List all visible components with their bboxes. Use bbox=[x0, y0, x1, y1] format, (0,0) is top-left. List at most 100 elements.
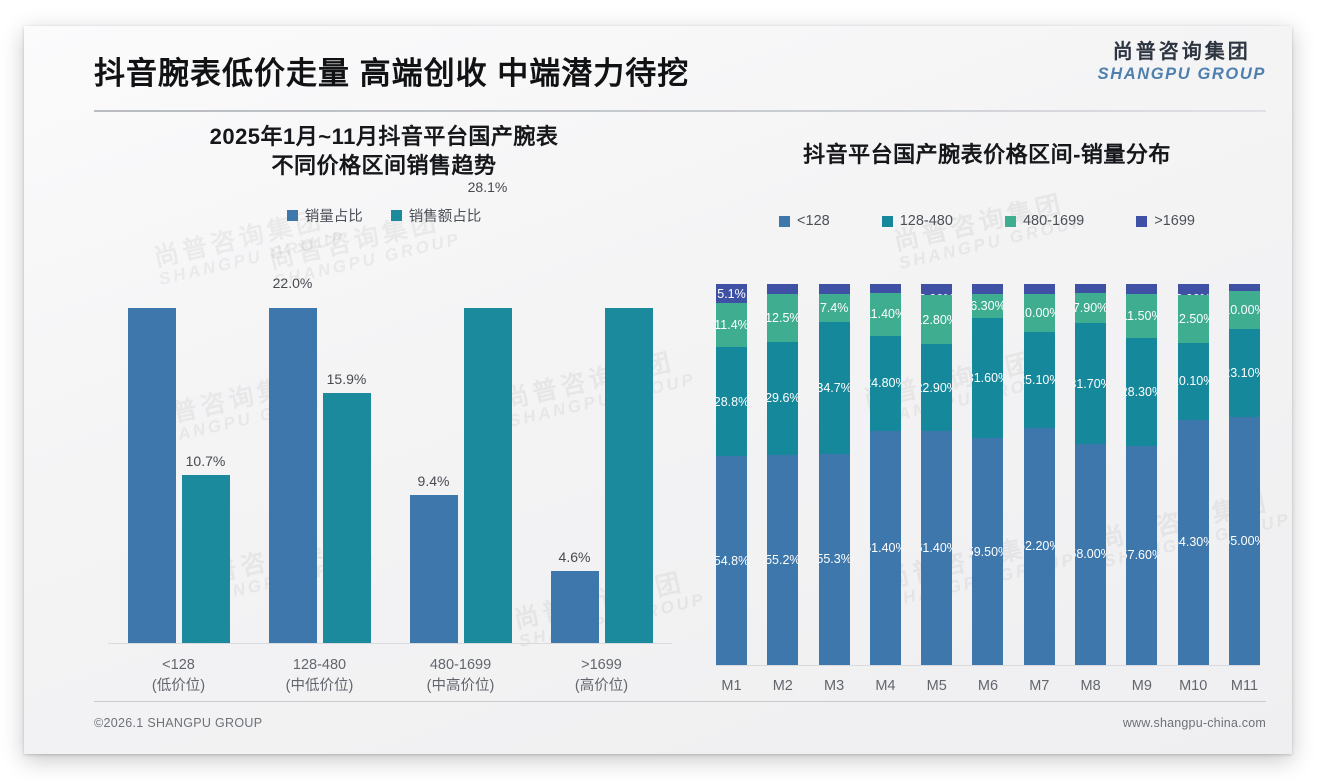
legend-swatch-icon bbox=[1004, 215, 1016, 227]
stacked-bar-value-label: 11.50% bbox=[1126, 309, 1157, 324]
stacked-bar-column[interactable]: 2.70% 11.50% 28.30% 57.60% bbox=[1126, 284, 1158, 665]
stacked-bar-segment: 61.40% bbox=[921, 431, 953, 665]
stacked-bar-segment: 31.60% bbox=[972, 317, 1004, 439]
x-axis-tick-sub: (中高价位) bbox=[426, 678, 495, 695]
stacked-bar-column[interactable]: 1.90%10.00% 23.10% 65.00% bbox=[1228, 284, 1260, 665]
bar-value-label: 15.9% bbox=[326, 370, 367, 387]
stacked-bar-value-label: 22.90% bbox=[921, 380, 952, 395]
right-chart-title: 抖音平台国产腕表价格区间-销量分布 bbox=[803, 142, 1171, 167]
bar-groups: 64.0% 10.7% 22.0% 15.9% bbox=[108, 179, 672, 643]
legend-label: 销售额占比 bbox=[408, 208, 482, 225]
left-chart-title: 2025年1月~11月抖音平台国产腕表 不同价格区间销售趋势 bbox=[84, 122, 684, 181]
stacked-bar-segment: 29.6% bbox=[767, 341, 799, 455]
stacked-bar-value-label: 20.10% bbox=[1178, 374, 1209, 389]
x-axis-tick-main: >1699 bbox=[581, 657, 622, 673]
stacked-bar-segment: 7.4% bbox=[818, 293, 850, 322]
stacked-bar-segment: 11.40% bbox=[869, 292, 901, 337]
stacked-bar-column[interactable]: 2.30%11.40% 24.80% 61.40% bbox=[869, 284, 901, 665]
legend-label: 销量占比 bbox=[304, 208, 363, 225]
stacked-bar-column[interactable]: 2.70%10.00% 25.10% 62.20% bbox=[1023, 284, 1055, 665]
stacked-bar-segment: 25.10% bbox=[1023, 332, 1055, 428]
stacked-bar-segment: 55.2% bbox=[767, 454, 799, 665]
stacked-bar-value-label: 64.30% bbox=[1178, 535, 1209, 550]
legend-item-revenue[interactable]: 销售额占比 bbox=[390, 205, 482, 226]
stacked-bar-segment: 1.90% bbox=[1228, 284, 1260, 306]
stacked-bar-segment: 12.50% bbox=[1177, 295, 1209, 344]
x-axis-tick-label: M11 bbox=[1230, 678, 1259, 694]
bar-column-volume[interactable]: 4.6% bbox=[550, 308, 599, 643]
stacked-bar-value-label: 54.8% bbox=[716, 553, 747, 568]
legend-item-128-480[interactable]: 128-480 bbox=[881, 213, 953, 229]
bar-rect bbox=[550, 570, 599, 643]
legend-item-gt1699[interactable]: >1699 bbox=[1136, 213, 1195, 229]
left-chart-legend: 销量占比 销售额占比 bbox=[84, 205, 684, 226]
legend-item-volume[interactable]: 销量占比 bbox=[286, 205, 363, 226]
stacked-bar-value-label: 28.30% bbox=[1126, 384, 1157, 399]
x-axis-tick-main: 480-1699 bbox=[429, 657, 492, 673]
bar-group: 64.0% 10.7% bbox=[113, 308, 245, 643]
bar-column-revenue[interactable]: 10.7% bbox=[181, 308, 230, 643]
stacked-bar-segment: 65.00% bbox=[1228, 417, 1260, 665]
x-axis-tick-label: <128 (低价位) bbox=[113, 648, 245, 706]
stacked-bar-column[interactable]: 3.00% 12.80% 22.90% 61.40% bbox=[921, 284, 953, 665]
legend-label: <128 bbox=[797, 213, 830, 230]
footer-copyright: ©2026.1 SHANGPU GROUP bbox=[94, 716, 263, 730]
bar-column-revenue[interactable]: 28.1% bbox=[463, 179, 512, 643]
stacked-bar-segment: 59.50% bbox=[972, 438, 1004, 665]
stacked-bar-segment: 2.70% bbox=[1126, 284, 1158, 306]
legend-item-lt128[interactable]: <128 bbox=[779, 213, 830, 229]
x-axis-tick-label: M6 bbox=[977, 678, 999, 694]
bar-value-label: 22.0% bbox=[272, 274, 313, 291]
footer-website[interactable]: www.shangpu-china.com bbox=[1122, 716, 1266, 730]
x-axis-tick-label: M7 bbox=[1029, 678, 1050, 694]
bar-rect bbox=[127, 308, 176, 643]
logo-chinese-text: 尚普咨询集团 bbox=[1112, 41, 1251, 63]
stacked-bar-value-label: 55.2% bbox=[767, 552, 798, 567]
bar-column-revenue[interactable]: 15.9% bbox=[322, 308, 371, 643]
bar-column-volume[interactable]: 64.0% bbox=[127, 308, 176, 643]
stacked-bar-value-label: 11.4% bbox=[716, 318, 747, 333]
bar-column-volume[interactable]: 9.4% bbox=[409, 308, 458, 643]
stacked-bar-segment: 7.90% bbox=[1075, 293, 1107, 324]
stacked-bar-segment: 55.3% bbox=[818, 453, 850, 665]
x-axis-tick-label: M10 bbox=[1179, 678, 1208, 694]
stacked-bar-segment: 62.20% bbox=[1023, 428, 1055, 665]
stacked-bar-value-label: 12.5% bbox=[767, 311, 798, 326]
bar-column-revenue[interactable]: 45.3% bbox=[604, 308, 653, 643]
bar-group: 22.0% 15.9% bbox=[254, 275, 386, 643]
stacked-bar-column[interactable]: 2.40%7.90% 31.70% 58.00% bbox=[1075, 284, 1107, 665]
stacked-bar-segment: 61.40% bbox=[869, 430, 901, 665]
brand-logo: 尚普咨询集团 SHANGPU GROUP bbox=[1098, 42, 1266, 83]
stacked-bar-segment: 10.00% bbox=[1228, 291, 1260, 330]
stacked-bar-segment: 22.90% bbox=[921, 344, 953, 432]
bar-column-volume[interactable]: 22.0% bbox=[268, 275, 317, 643]
stacked-bar-column[interactable]: 2.60%6.30% 31.60% 59.50% bbox=[972, 284, 1004, 665]
stacked-bar-columns[interactable]: 5.1%11.4%28.8%54.8%2.7%12.5%29.6%55.2%2.… bbox=[716, 284, 1260, 665]
bar-rect bbox=[409, 495, 458, 643]
logo-english-text: SHANGPU GROUP bbox=[1097, 65, 1266, 83]
stacked-bar-column[interactable]: 2.5%7.4% 34.7% 55.3% bbox=[818, 284, 850, 665]
stacked-bar-segment: 2.60% bbox=[972, 284, 1004, 306]
bar-value-label: 28.1% bbox=[467, 178, 508, 195]
stacked-bar-segment: 12.5% bbox=[767, 294, 799, 342]
stacked-bar-segment: 2.5% bbox=[818, 284, 850, 306]
stacked-bar-value-label: 12.80% bbox=[921, 312, 952, 327]
left-chart-plot-area: 64.0% 10.7% 22.0% 15.9% bbox=[94, 179, 678, 706]
stacked-bar-column[interactable]: 5.1% 11.4% 28.8% 54.8% bbox=[716, 284, 747, 665]
legend-item-480-1699[interactable]: 480-1699 bbox=[1004, 213, 1084, 229]
stacked-bar-value-label: 57.60% bbox=[1126, 548, 1157, 563]
left-chart-panel: 2025年1月~11月抖音平台国产腕表 不同价格区间销售趋势 销量占比 销售额占… bbox=[84, 122, 684, 708]
stacked-bar-segment: 3.00% bbox=[921, 284, 953, 306]
stacked-bar-value-label: 65.00% bbox=[1229, 534, 1260, 549]
bar-value-label: 9.4% bbox=[417, 473, 450, 489]
stacked-bar-segment: 54.8% bbox=[716, 456, 747, 665]
stacked-bar-column[interactable]: 2.7% 12.5% 29.6% 55.2% bbox=[767, 284, 799, 665]
x-axis-tick-label: M3 bbox=[824, 678, 845, 694]
slide-canvas: 尚普咨询集团 SHANGPU GROUP 尚普咨询集团 SHANGPU GROU… bbox=[24, 26, 1292, 754]
bar-rect bbox=[604, 308, 653, 643]
stacked-bar-column[interactable]: 3.00% 12.50% 20.10% 64.30% bbox=[1177, 284, 1209, 665]
left-chart-x-labels: <128 (低价位) 128-480 (中低价位) 480-1699 (中高价位… bbox=[108, 648, 672, 706]
stacked-bar-segment: 2.40% bbox=[1075, 284, 1107, 306]
stacked-bar-value-label: 61.40% bbox=[870, 540, 901, 555]
stacked-bar-value-label: 61.40% bbox=[921, 541, 952, 556]
